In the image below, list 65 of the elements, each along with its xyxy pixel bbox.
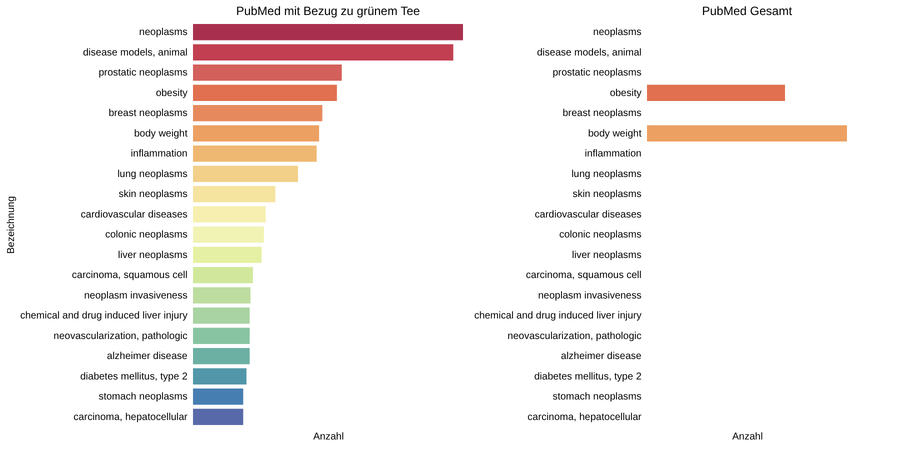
bar xyxy=(193,287,251,304)
y-tick-label: liver neoplasms xyxy=(572,250,642,261)
y-tick-label: disease models, animal xyxy=(537,47,642,58)
y-tick-label: skin neoplasms xyxy=(572,189,642,200)
y-tick-label: cardiovascular diseases xyxy=(80,209,188,220)
y-tick-label: prostatic neoplasms xyxy=(552,68,642,79)
y-tick-label: neovascularization, pathologic xyxy=(508,330,642,342)
bar xyxy=(193,105,322,122)
y-tick-label: inflammation xyxy=(584,148,642,160)
bar xyxy=(193,166,298,182)
y-tick-label: diabetes mellitus, type 2 xyxy=(534,371,642,382)
bar xyxy=(193,267,253,284)
y-tick-label: alzheimer disease xyxy=(106,351,188,362)
y-tick-label: neoplasms xyxy=(593,27,642,38)
y-tick-label: breast neoplasms xyxy=(562,108,642,120)
bar xyxy=(193,125,320,142)
y-tick-label: colonic neoplasms xyxy=(559,230,642,241)
bar xyxy=(193,308,250,324)
y-tick-label: body weight xyxy=(134,128,188,140)
y-tick-label: stomach neoplasms xyxy=(98,392,188,403)
y-tick-label: skin neoplasms xyxy=(118,189,188,200)
bar xyxy=(193,64,342,81)
y-tick-label: carcinoma, hepatocellular xyxy=(528,412,642,423)
y-tick-label: neoplasms xyxy=(139,27,188,38)
y-tick-label: obesity xyxy=(156,88,188,99)
y-tick-label: chemical and drug induced liver injury xyxy=(474,310,642,322)
bar xyxy=(193,348,250,364)
y-tick-label: chemical and drug induced liver injury xyxy=(20,310,188,322)
y-tick-label: stomach neoplasms xyxy=(552,392,642,403)
bar xyxy=(193,24,463,40)
bar xyxy=(193,186,276,202)
bar xyxy=(193,246,262,263)
y-tick-label: lung neoplasms xyxy=(117,168,188,180)
y-tick-label: breast neoplasms xyxy=(108,108,188,120)
bar xyxy=(193,44,454,60)
y-tick-label: carcinoma, squamous cell xyxy=(526,270,642,282)
y-tick-label: disease models, animal xyxy=(83,47,188,58)
bar xyxy=(193,226,264,243)
y-tick-label: neoplasm invasiveness xyxy=(84,290,188,302)
bar xyxy=(193,368,246,384)
y-tick-label: prostatic neoplasms xyxy=(98,68,188,79)
y-tick-label: obesity xyxy=(610,88,642,99)
y-tick-label: body weight xyxy=(588,128,642,140)
y-tick-label: cardiovascular diseases xyxy=(534,209,642,220)
x-axis-title: Anzahl xyxy=(313,432,344,442)
y-tick-label: carcinoma, squamous cell xyxy=(72,270,188,282)
chart-title: PubMed Gesamt xyxy=(702,4,793,18)
y-tick-label: carcinoma, hepatocellular xyxy=(74,412,188,423)
y-axis-title: Bezeichnung xyxy=(6,196,18,254)
y-tick-label: neoplasm invasiveness xyxy=(538,290,642,302)
bar xyxy=(193,84,337,101)
y-tick-label: liver neoplasms xyxy=(118,250,188,261)
y-tick-label: colonic neoplasms xyxy=(105,230,188,241)
bar xyxy=(193,408,244,425)
bar xyxy=(193,146,317,162)
chart-title: PubMed mit Bezug zu grünem Tee xyxy=(236,4,420,18)
y-tick-label: alzheimer disease xyxy=(560,351,642,362)
y-tick-label: diabetes mellitus, type 2 xyxy=(80,371,188,382)
y-tick-label: lung neoplasms xyxy=(571,168,642,180)
bar xyxy=(193,388,244,405)
y-tick-label: neovascularization, pathologic xyxy=(54,330,188,342)
y-tick-label: inflammation xyxy=(130,148,188,160)
bar xyxy=(193,206,266,222)
bar xyxy=(193,328,250,344)
x-axis-title: Anzahl xyxy=(732,432,763,442)
